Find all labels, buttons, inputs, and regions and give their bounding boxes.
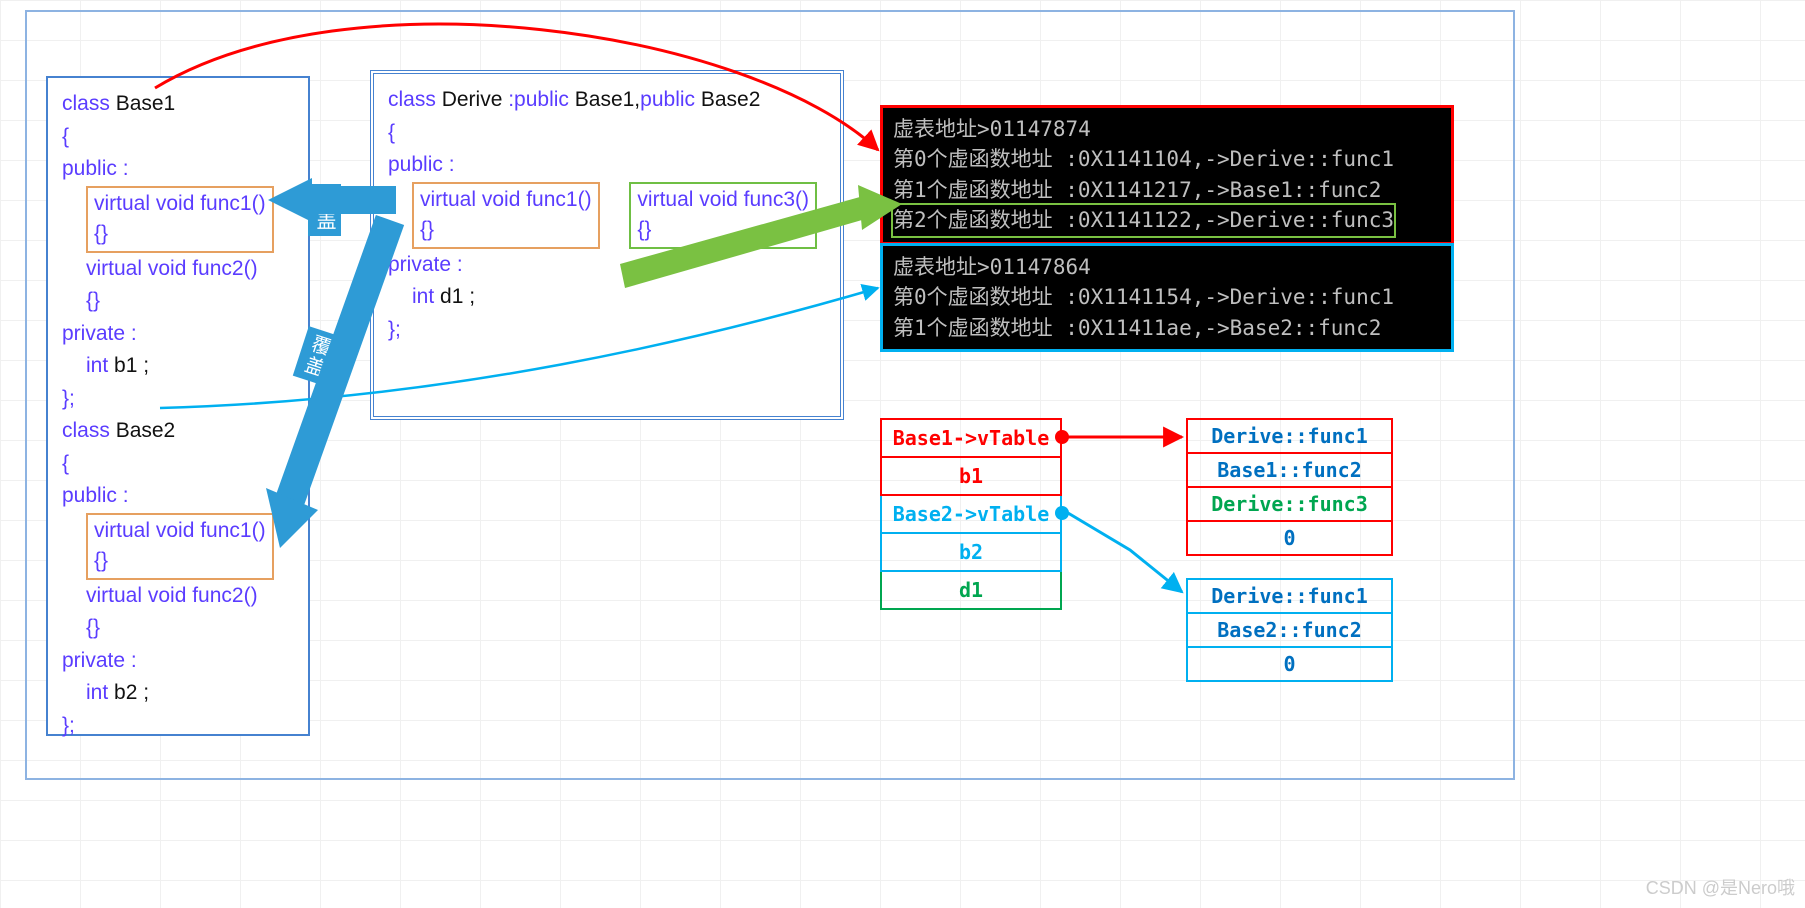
- dot-red: [1055, 430, 1069, 444]
- base2-func2-body: {}: [86, 616, 100, 639]
- base2-func2: virtual void func2(): [86, 584, 258, 607]
- v1-r2: Derive::func3: [1187, 487, 1392, 521]
- base2-func1: virtual void func1(): [94, 519, 266, 542]
- v2-r2: 0: [1187, 647, 1392, 681]
- derive-func1: virtual void func1(): [420, 188, 592, 211]
- watermark: CSDN @是Nero哦: [1646, 874, 1795, 900]
- base1-close: };: [62, 383, 294, 416]
- obj-r3: b2: [881, 533, 1061, 571]
- obj-r0: Base1->vTable: [881, 419, 1061, 457]
- diagram-canvas: class Base1 { public : virtual void func…: [0, 0, 1805, 908]
- derive-close: };: [388, 314, 826, 347]
- obj-r4: d1: [881, 571, 1061, 609]
- dot-cyan: [1055, 506, 1069, 520]
- base1-public: public :: [62, 157, 129, 180]
- v1-r1: Base1::func2: [1187, 453, 1392, 487]
- base1-func1-body: {}: [94, 222, 108, 245]
- base2-close: };: [62, 710, 294, 743]
- v1-r0: Derive::func1: [1187, 419, 1392, 453]
- obj-r1: b1: [881, 457, 1061, 495]
- derive-func1-body: {}: [420, 218, 434, 241]
- base1-name: Base1: [116, 92, 176, 115]
- base2-public: public :: [62, 484, 129, 507]
- console-vtable1: 虚表地址>01147874第0个虚函数地址 :0X1141104,->Deriv…: [880, 105, 1454, 245]
- derive-public: public :: [388, 153, 455, 176]
- base2-private: private :: [62, 649, 137, 672]
- code-box-derive: class Derive :public Base1,public Base2 …: [370, 70, 844, 420]
- v1-r3: 0: [1187, 521, 1392, 555]
- v2-r0: Derive::func1: [1187, 579, 1392, 613]
- base1-func2-body: {}: [86, 289, 100, 312]
- vtable1: Derive::func1 Base1::func2 Derive::func3…: [1186, 418, 1393, 556]
- object-layout-table: Base1->vTable b1 Base2->vTable b2 d1: [880, 418, 1062, 610]
- code-box-left: class Base1 { public : virtual void func…: [46, 76, 310, 736]
- derive-private: private :: [388, 253, 463, 276]
- vtable2: Derive::func1 Base2::func2 0: [1186, 578, 1393, 682]
- base2-func1-body: {}: [94, 549, 108, 572]
- obj-r2: Base2->vTable: [881, 495, 1061, 533]
- console-vtable2: 虚表地址>01147864第0个虚函数地址 :0X1141154,->Deriv…: [880, 243, 1454, 352]
- base1-func1: virtual void func1(): [94, 192, 266, 215]
- v2-r1: Base2::func2: [1187, 613, 1392, 647]
- derive-func3: virtual void func3(): [637, 188, 809, 211]
- base1-func2: virtual void func2(): [86, 257, 258, 280]
- derive-func3-body: {}: [637, 218, 651, 241]
- base1-private: private :: [62, 322, 137, 345]
